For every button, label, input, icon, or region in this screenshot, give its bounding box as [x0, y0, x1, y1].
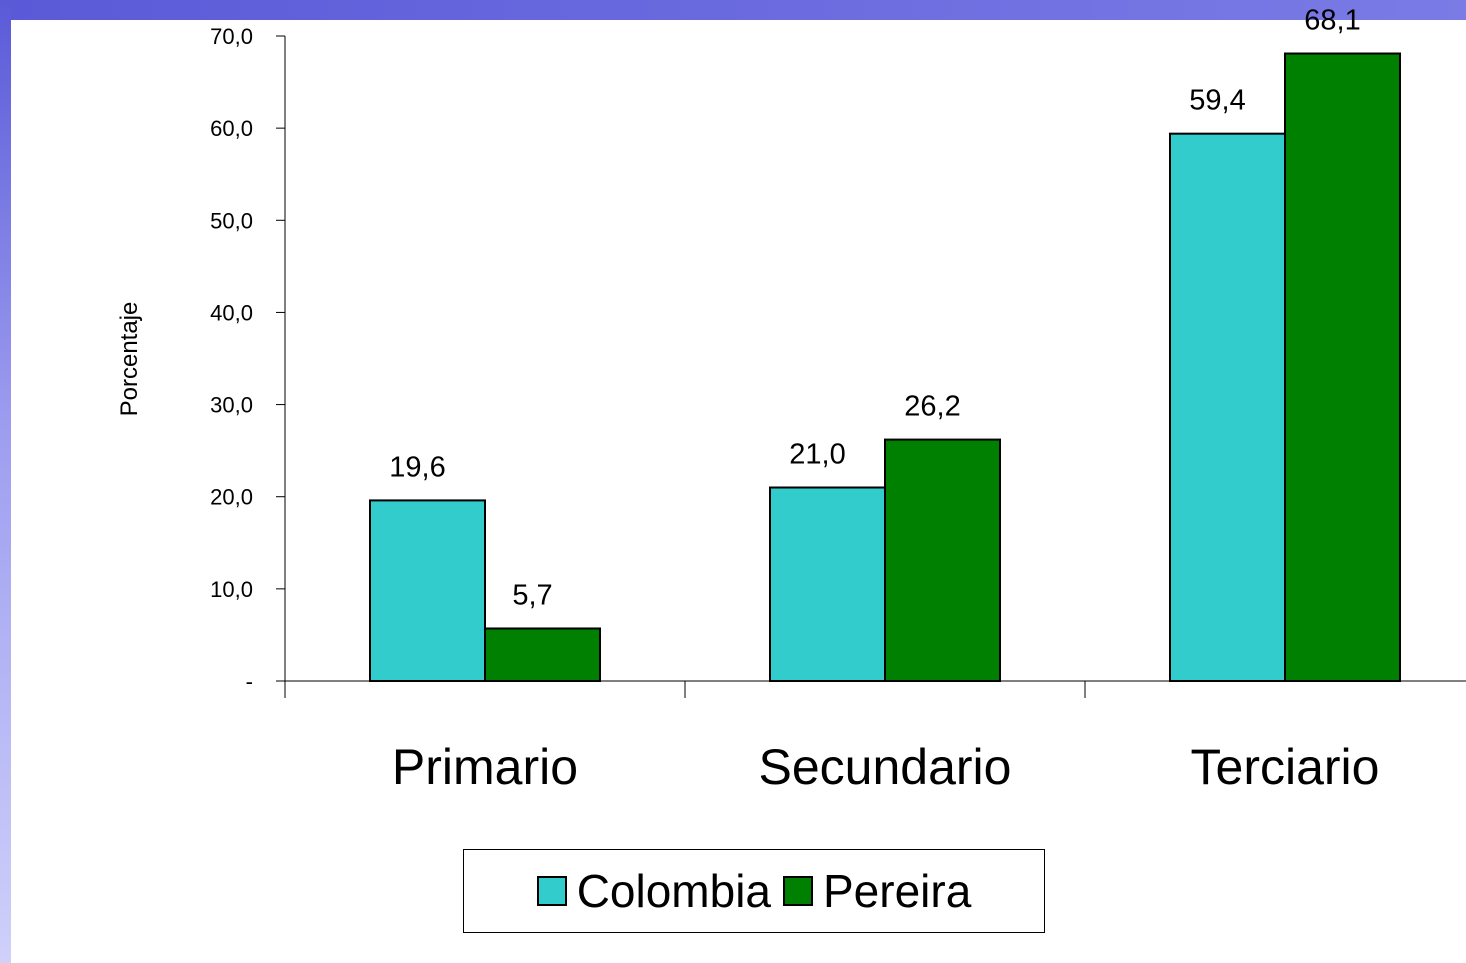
legend-label-pereira: Pereira	[823, 865, 972, 917]
y-tick-label: 10,0	[210, 577, 253, 602]
y-tick-label: -	[246, 669, 253, 694]
bar-colombia-primario	[369, 499, 486, 682]
bar-colombia-secundario	[769, 486, 886, 682]
y-tick-label: 20,0	[210, 485, 253, 510]
slide-left-band	[0, 0, 11, 963]
bar-colombia-terciario	[1169, 132, 1286, 682]
slide-top-band	[0, 0, 1466, 20]
bar-pereira-terciario	[1284, 52, 1401, 682]
legend-swatch-colombia	[536, 876, 567, 906]
data-label: 5,7	[512, 579, 552, 611]
data-label: 26,2	[904, 391, 960, 423]
y-tick-label: 50,0	[210, 208, 253, 233]
data-label: 21,0	[789, 439, 845, 471]
x-category-label: Terciario	[1191, 739, 1380, 795]
x-category-label: Primario	[392, 739, 578, 795]
legend-item-pereira: Pereira	[783, 864, 971, 918]
bar-pereira-secundario	[884, 438, 1001, 683]
data-label: 68,1	[1304, 5, 1360, 37]
chart-legend: Colombia Pereira	[463, 849, 1045, 933]
legend-item-colombia: Colombia	[536, 864, 771, 918]
data-label: 59,4	[1189, 85, 1245, 117]
y-tick-label: 70,0	[210, 24, 253, 49]
y-tick-label: 40,0	[210, 300, 253, 325]
data-label: 19,6	[389, 451, 445, 483]
y-tick-label: 60,0	[210, 116, 253, 141]
y-tick-label: 30,0	[210, 393, 253, 418]
bar-pereira-primario	[484, 627, 601, 683]
y-axis-title: Porcentaje	[116, 302, 143, 417]
legend-label-colombia: Colombia	[576, 865, 771, 917]
legend-swatch-pereira	[783, 876, 813, 906]
x-category-label: Secundario	[759, 739, 1012, 795]
